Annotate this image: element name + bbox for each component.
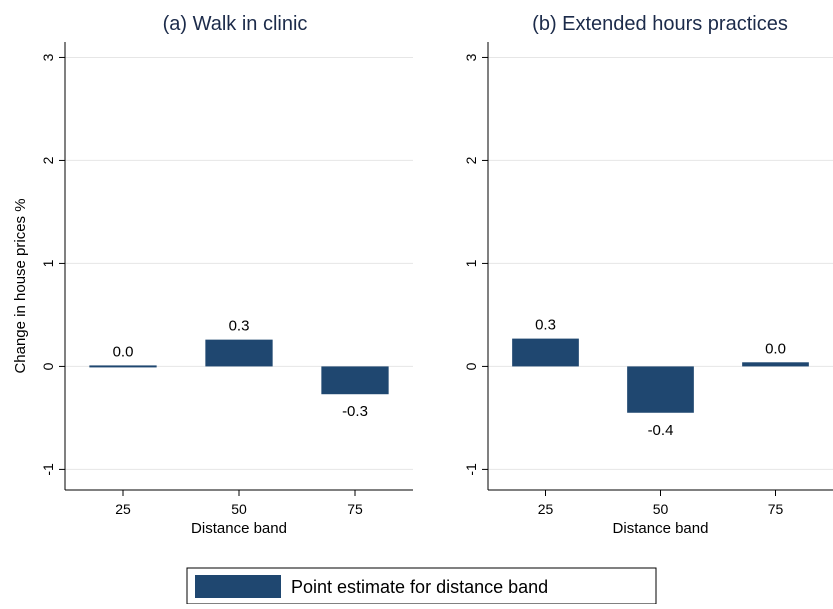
y-tick-label: 0 xyxy=(463,362,479,370)
panel-title: (a) Walk in clinic xyxy=(163,13,308,35)
x-tick-label: 25 xyxy=(115,501,131,517)
y-tick-label: 2 xyxy=(463,156,479,164)
data-label: 0.0 xyxy=(113,343,134,360)
bar xyxy=(89,365,157,368)
data-label: -0.4 xyxy=(648,422,674,439)
y-tick-label: 1 xyxy=(463,259,479,267)
y-tick-label: -1 xyxy=(40,463,56,476)
x-tick-label: 50 xyxy=(653,501,669,517)
y-tick-label: 1 xyxy=(40,259,56,267)
bar xyxy=(627,366,694,413)
x-axis-title: Distance band xyxy=(191,520,287,537)
bar xyxy=(742,362,809,367)
y-tick-label: 0 xyxy=(40,362,56,370)
y-tick-label: -1 xyxy=(463,463,479,476)
x-tick-label: 50 xyxy=(231,501,247,517)
x-tick-label: 25 xyxy=(538,501,554,517)
data-label: -0.3 xyxy=(342,403,368,420)
x-tick-label: 75 xyxy=(347,501,363,517)
bar xyxy=(205,339,273,367)
panel-a: -1 0 1 2 3 25 0.0 50 0.3 75 -0.3 (a) Walk in clinic… xyxy=(12,13,413,537)
y-tick-label: 3 xyxy=(40,53,56,61)
data-label: 0.0 xyxy=(765,340,786,357)
panel-b: -1 0 1 2 3 25 0.3 50 -0.4 75 0.0 (b) Extended hours… xyxy=(463,13,833,537)
y-tick-label: 3 xyxy=(463,53,479,61)
x-axis-title: Distance band xyxy=(613,520,709,537)
data-label: 0.3 xyxy=(535,317,556,334)
bar xyxy=(321,366,389,395)
bar xyxy=(512,338,579,367)
y-tick-label: 2 xyxy=(40,156,56,164)
legend: Point estimate for distance band xyxy=(186,567,657,605)
panel-title: (b) Extended hours practices xyxy=(532,13,788,35)
legend-label: Point estimate for distance band xyxy=(291,577,548,597)
data-label: 0.3 xyxy=(229,318,250,335)
legend-swatch xyxy=(195,575,281,598)
x-tick-label: 75 xyxy=(768,501,784,517)
y-axis-title: Change in house prices % xyxy=(12,198,29,373)
